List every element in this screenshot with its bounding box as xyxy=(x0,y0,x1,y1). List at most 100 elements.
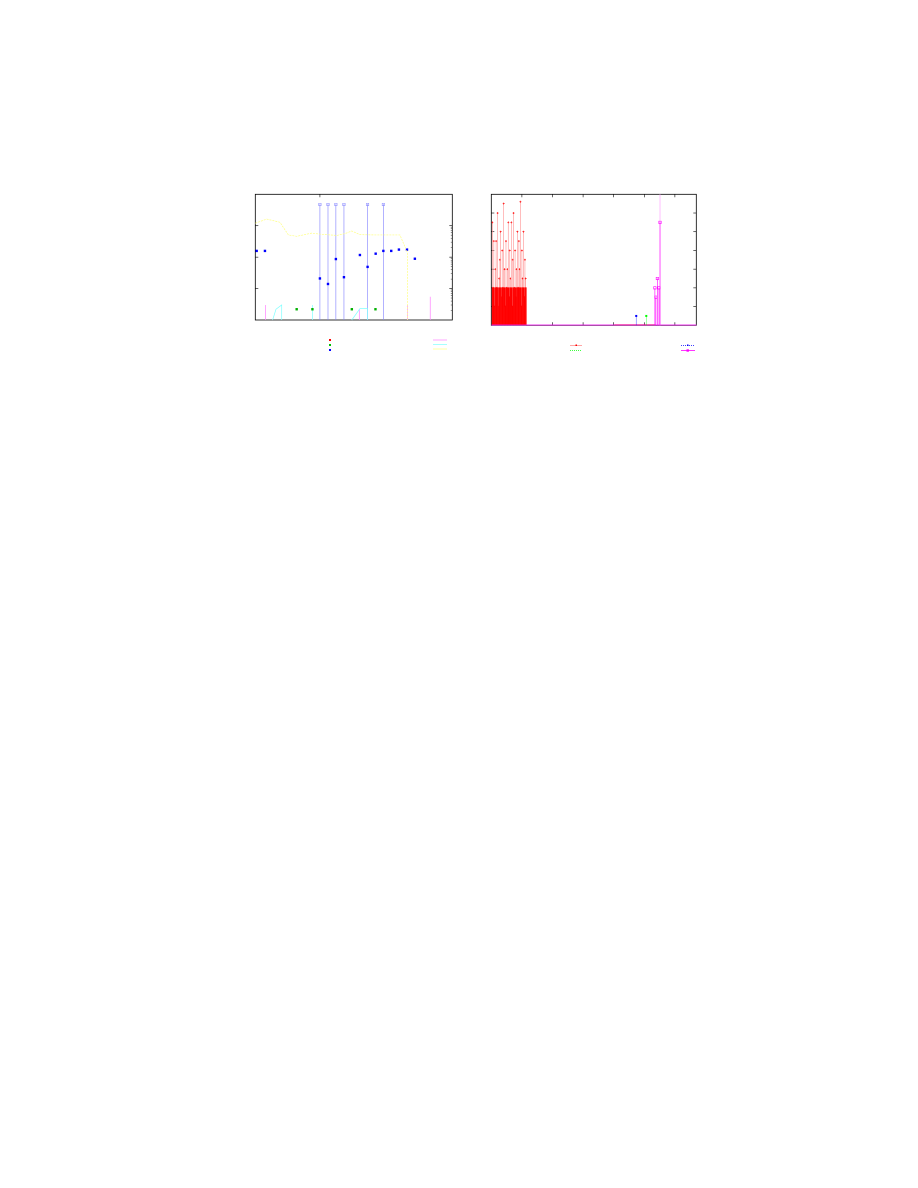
red-bar-fill xyxy=(497,306,500,325)
red-bar-fill xyxy=(524,287,526,325)
red-bar-fill xyxy=(504,306,507,325)
data-point-series-0 xyxy=(366,265,369,269)
red-bar-fill xyxy=(494,306,496,325)
legend-marker xyxy=(687,344,689,346)
red-marker xyxy=(492,240,495,243)
data-point-series-0 xyxy=(374,252,377,255)
red-bar-fill xyxy=(498,287,501,325)
red-bar-fill xyxy=(502,287,504,325)
data-point-series-0 xyxy=(397,248,401,251)
red-marker xyxy=(495,240,498,243)
red-marker xyxy=(524,277,527,280)
red-bar-fill xyxy=(506,287,509,325)
blue-vline-marker xyxy=(334,203,338,206)
red-bar-fill xyxy=(515,296,517,325)
red-bar-fill xyxy=(522,287,525,325)
red-bar-fill xyxy=(518,287,520,325)
data-point-series-0 xyxy=(358,253,362,257)
red-bar-fill xyxy=(523,296,526,325)
red-marker xyxy=(502,202,505,205)
red-bar-fill xyxy=(510,287,513,325)
data-point-series-1 xyxy=(295,308,298,311)
legend-marker xyxy=(329,344,331,346)
data-point-series-0 xyxy=(413,257,417,260)
red-bar-fill xyxy=(505,287,507,325)
red-bar-fill xyxy=(495,287,498,325)
red-bar-fill xyxy=(500,287,502,325)
red-bar-fill xyxy=(517,287,520,325)
data-point-series-0 xyxy=(382,249,385,253)
data-point-series-0 xyxy=(318,277,322,280)
data-point-series-1 xyxy=(311,308,314,311)
data-point-series-0 xyxy=(405,248,409,251)
red-bar-fill xyxy=(496,287,498,325)
red-bar-fill xyxy=(516,287,519,325)
red-bar-fill xyxy=(503,287,505,325)
cyan-line xyxy=(351,308,368,321)
red-marker xyxy=(503,268,506,271)
red-marker xyxy=(504,240,507,243)
legend-marker xyxy=(686,349,689,352)
magenta-marker xyxy=(653,286,657,290)
red-bar-fill xyxy=(520,306,523,325)
data-point-series-1 xyxy=(374,308,377,311)
red-marker xyxy=(519,200,522,203)
red-bar-fill xyxy=(525,287,527,325)
red-bar-fill xyxy=(513,287,515,325)
red-bar-fill xyxy=(511,306,513,325)
red-marker xyxy=(507,221,510,224)
red-marker xyxy=(501,249,504,252)
red-bar-fill xyxy=(500,296,503,325)
blue-vline-marker xyxy=(342,203,346,206)
red-bar-fill xyxy=(506,287,508,325)
red-bar-fill xyxy=(519,287,522,325)
data-point-series-1 xyxy=(350,308,354,311)
red-marker xyxy=(517,240,520,243)
red-bar-fill xyxy=(491,287,494,325)
red-bar-fill xyxy=(499,287,501,325)
red-bar-fill xyxy=(513,287,516,325)
legend-marker xyxy=(575,344,577,346)
red-bar-fill xyxy=(509,287,511,325)
red-bar-fill xyxy=(510,287,512,325)
red-bar-fill xyxy=(512,287,514,325)
blue-vline-marker xyxy=(381,203,385,206)
blue-vline-marker xyxy=(366,203,370,206)
red-marker xyxy=(514,249,517,252)
red-marker xyxy=(512,212,515,215)
red-marker xyxy=(508,249,511,252)
cyan-line xyxy=(272,304,283,321)
legend-marker xyxy=(329,349,331,351)
data-point-series-0 xyxy=(326,282,330,286)
red-bar-fill xyxy=(507,287,510,325)
red-bar-fill xyxy=(497,287,499,325)
data-point-series-0 xyxy=(390,249,393,253)
red-marker xyxy=(520,249,523,252)
red-bar-fill xyxy=(521,287,523,325)
red-marker xyxy=(510,221,513,224)
red-bar-fill xyxy=(508,296,510,325)
red-bar-fill xyxy=(501,287,504,325)
blue-vline-marker xyxy=(326,203,330,206)
data-point-series-0 xyxy=(334,257,338,261)
red-bar-fill xyxy=(494,287,497,325)
magenta-marker xyxy=(658,220,662,224)
red-bar-fill xyxy=(503,287,506,325)
red-bar-fill xyxy=(516,287,518,325)
red-marker xyxy=(491,221,494,224)
red-marker xyxy=(516,230,519,233)
red-marker xyxy=(499,230,502,233)
left-plot-frame xyxy=(254,193,453,321)
red-marker xyxy=(523,258,526,261)
magenta-marker xyxy=(655,277,659,281)
red-marker xyxy=(522,230,525,233)
data-point-series-0 xyxy=(342,276,346,279)
yellow-series-line xyxy=(255,218,408,320)
red-marker xyxy=(496,212,499,215)
spike-marker xyxy=(635,314,638,317)
data-point-series-0 xyxy=(255,249,258,253)
blue-vline-marker xyxy=(318,203,322,206)
red-bar-fill xyxy=(492,287,494,325)
red-bar-fill xyxy=(522,287,524,325)
